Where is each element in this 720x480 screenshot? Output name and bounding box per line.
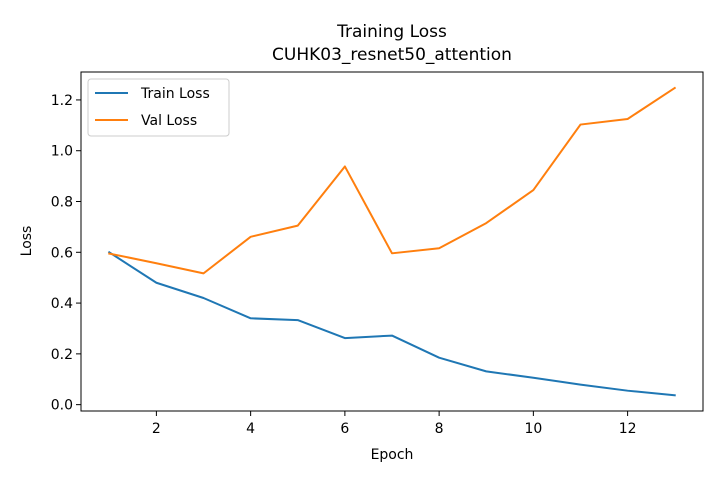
x-axis-label: Epoch xyxy=(371,447,414,463)
y-axis-ticks: 0.0 0.2 0.4 0.6 0.8 1.0 1.2 xyxy=(51,93,81,414)
chart-title: Training Loss xyxy=(336,22,447,42)
series-line-val-loss xyxy=(108,86,677,275)
y-tick-label: 0.4 xyxy=(51,296,73,312)
plot-lines xyxy=(107,86,677,397)
x-tick-label: 8 xyxy=(435,421,444,437)
y-tick-label: 1.2 xyxy=(51,93,73,109)
x-axis-ticks: 2 4 6 8 10 12 xyxy=(152,411,637,437)
legend-label-train-loss: Train Loss xyxy=(140,86,210,102)
y-tick-label: 0.2 xyxy=(51,347,73,363)
plot-frame xyxy=(80,71,704,412)
x-tick-label: 4 xyxy=(246,421,255,437)
x-tick-label: 2 xyxy=(152,421,161,437)
y-tick-label: 1.0 xyxy=(51,144,73,160)
y-tick-label: 0.0 xyxy=(51,398,73,414)
x-tick-label: 12 xyxy=(619,421,637,437)
y-tick-label: 0.6 xyxy=(51,245,73,261)
legend: Train Loss Val Loss xyxy=(87,78,230,137)
legend-label-val-loss: Val Loss xyxy=(141,113,197,129)
x-tick-label: 6 xyxy=(340,421,349,437)
series-line-train-loss xyxy=(107,250,676,397)
y-axis-label: Loss xyxy=(19,226,35,257)
x-tick-label: 10 xyxy=(524,421,542,437)
chart-subtitle: CUHK03_resnet50_attention xyxy=(272,45,512,65)
y-tick-label: 0.8 xyxy=(51,195,73,211)
